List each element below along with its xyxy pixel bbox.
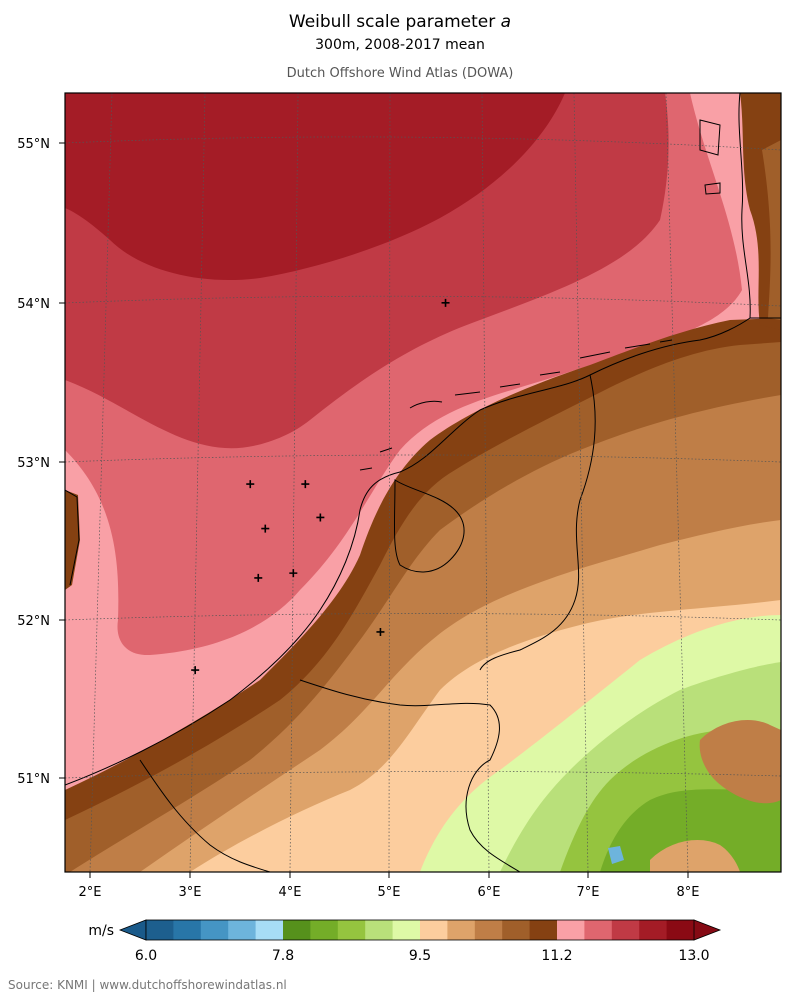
- chart-subtitle: 300m, 2008-2017 mean: [315, 37, 485, 53]
- map-field: [65, 93, 781, 872]
- title-text: Weibull scale parameter: [288, 12, 501, 32]
- colorbar-swatch: [447, 920, 476, 940]
- lon-label: 4°E: [279, 885, 302, 900]
- colorbar-swatch: [337, 920, 366, 940]
- coastline-mainland: [65, 317, 781, 786]
- colorbar-low-arrow: [118, 919, 147, 941]
- chart-title: Weibull scale parameter a: [0, 12, 800, 32]
- measurement-marker: [254, 573, 263, 582]
- colorbar-swatch: [666, 920, 695, 940]
- land-patch-hills: [699, 720, 781, 804]
- border-belgium: [299, 679, 521, 872]
- colorbar-swatch: [474, 920, 503, 940]
- graticule-lon-5: [388, 93, 391, 872]
- graticule: [65, 93, 781, 872]
- graticule-lat-54: [65, 295, 781, 307]
- colorbar: m/s 6.0 7.8 9.5 11.2 13.0: [88, 919, 722, 964]
- colorbar-high-arrow: [693, 919, 722, 941]
- graticule-lon-4: [289, 93, 299, 872]
- colorbar-tick-label: 6.0: [135, 948, 157, 964]
- colorbar-swatch: [392, 920, 421, 940]
- land-uk-edge: [65, 490, 80, 590]
- measurement-marker: [316, 513, 325, 522]
- graticule-lon-2: [89, 93, 113, 872]
- colorbar-swatch: [255, 920, 284, 940]
- colorbar-ticks: 6.0 7.8 9.5 11.2 13.0: [135, 948, 710, 964]
- colorbar-tick-label: 13.0: [678, 948, 709, 964]
- graticule-lon-6: [481, 93, 490, 872]
- colorbar-swatch: [200, 920, 229, 940]
- title-symbol: a: [500, 12, 512, 32]
- colorbar-swatch: [283, 920, 311, 940]
- colorbar-swatch: [584, 920, 613, 940]
- coastline-ijsselmeer: [393, 479, 465, 573]
- coastlines: [65, 93, 781, 872]
- lake-blue: [608, 846, 624, 864]
- lat-label: 55°N: [17, 137, 50, 152]
- lon-label: 6°E: [478, 885, 501, 900]
- measurement-markers: [191, 298, 450, 675]
- colorbar-unit: m/s: [88, 923, 114, 939]
- coastline-uk: [65, 489, 80, 586]
- colorbar-swatch: [420, 920, 448, 940]
- lon-axis: 2°E 3°E 4°E 5°E 6°E 7°E 8°E: [79, 872, 700, 900]
- coastline-jutland: [699, 93, 751, 319]
- measurement-marker: [289, 569, 298, 578]
- measurement-marker: [261, 524, 270, 533]
- graticule-lat-51: [65, 771, 781, 779]
- border-france: [139, 759, 271, 872]
- colorbar-swatch: [502, 920, 531, 940]
- graticule-lat-53: [65, 454, 781, 463]
- colorbar-swatch: [639, 920, 668, 940]
- lon-label: 7°E: [577, 885, 600, 900]
- graticule-lon-3: [189, 93, 206, 872]
- measurement-marker: [246, 480, 255, 489]
- colorbar-swatch: [173, 920, 202, 940]
- colorbar-tick-label: 11.2: [541, 948, 572, 964]
- map-frame: [64, 92, 782, 873]
- colorbar-swatch: [529, 920, 558, 940]
- lon-label: 2°E: [79, 885, 102, 900]
- lat-axis: 55°N 54°N 53°N 52°N 51°N: [17, 137, 65, 787]
- lat-label: 53°N: [17, 456, 50, 471]
- colorbar-tick-label: 7.8: [272, 948, 294, 964]
- measurement-marker: [191, 666, 200, 675]
- coastline-islands: [359, 339, 673, 471]
- graticule-lon-7: [573, 93, 589, 872]
- colorbar-tick-label: 9.5: [409, 948, 431, 964]
- land-patch-hills-2: [650, 840, 740, 872]
- measurement-marker: [301, 480, 310, 489]
- lat-label: 52°N: [17, 614, 50, 629]
- land-north-east-inner: [762, 140, 781, 320]
- colorbar-swatch: [146, 920, 174, 940]
- colorbar-frame: [145, 919, 695, 941]
- lat-label: 54°N: [17, 297, 50, 312]
- colorbar-swatch: [557, 920, 585, 940]
- lon-label: 5°E: [378, 885, 401, 900]
- colorbar-swatch: [611, 920, 640, 940]
- lon-label: 3°E: [179, 885, 202, 900]
- border-germany: [479, 374, 596, 671]
- colorbar-swatch: [228, 920, 257, 940]
- colorbar-swatch: [310, 920, 339, 940]
- graticule-lat-55: [65, 136, 781, 151]
- land-band-deepgreen: [600, 789, 781, 872]
- lat-label: 51°N: [17, 772, 50, 787]
- footer-source: Source: KNMI | www.dutchoffshorewindatla…: [8, 978, 287, 992]
- sea-band-darkest: [65, 93, 565, 281]
- graticule-lat-52: [65, 613, 781, 621]
- atlas-name: Dutch Offshore Wind Atlas (DOWA): [286, 66, 514, 81]
- lon-label: 8°E: [677, 885, 700, 900]
- colorbar-swatches: [146, 920, 695, 940]
- measurement-marker: [376, 627, 385, 636]
- colorbar-swatch: [365, 920, 394, 940]
- graticule-lon-8: [665, 93, 689, 872]
- measurement-marker: [441, 298, 450, 307]
